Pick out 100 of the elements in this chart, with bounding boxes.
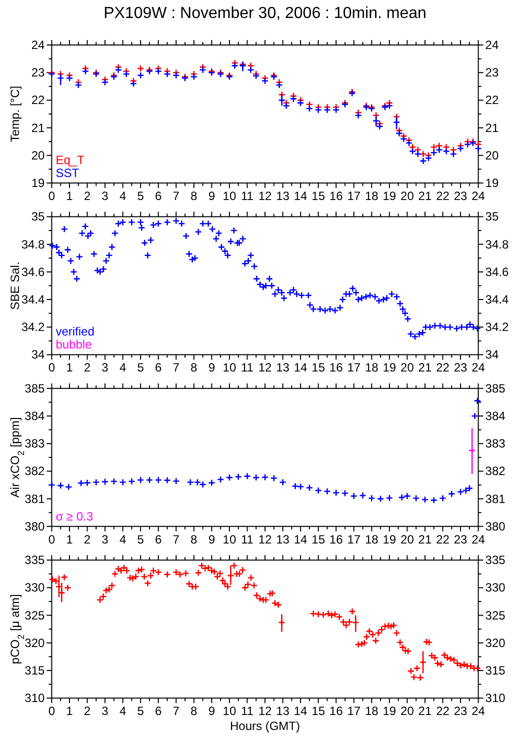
point	[208, 479, 216, 486]
y-tick-label: 35	[31, 210, 46, 224]
x-tick-label: 6	[155, 704, 162, 718]
x-tick-label: 15	[312, 532, 326, 546]
x-tick-label: 18	[364, 189, 379, 203]
x-tick-label: 3	[102, 360, 109, 375]
x-tick-label: 19	[382, 704, 396, 718]
y-tick-label: 34.8	[21, 237, 46, 252]
y2-tick-label: 310	[485, 691, 506, 706]
x-tick-label: 10	[222, 532, 236, 546]
point	[252, 474, 260, 482]
x-tick-label: 14	[294, 189, 308, 203]
y-axis-title: SBE Sal.	[8, 262, 22, 310]
x-tick-label: 20	[400, 704, 414, 718]
text: SST	[56, 166, 80, 180]
x-tick-label: 23	[454, 532, 468, 546]
point	[261, 474, 269, 481]
point	[186, 478, 194, 486]
x-tick-label: 12	[258, 532, 272, 546]
x-tick-label: 22	[436, 532, 450, 546]
point	[368, 494, 376, 502]
x-tick-label: 7	[172, 532, 180, 546]
y2-tick-label: 335	[485, 553, 506, 568]
x-tick-label: 13	[276, 360, 290, 375]
x-tick-label: 15	[312, 360, 326, 375]
x-tick-label: 7	[172, 704, 180, 718]
x-tick-label: 19	[382, 360, 396, 375]
y2-tick-label: 19	[485, 176, 499, 190]
x-tick-label: 16	[329, 189, 344, 203]
y2-tick-label: 325	[485, 608, 506, 622]
x-tick-label: 17	[347, 532, 361, 546]
y-tick-label: 315	[24, 664, 46, 678]
x-tick-label: 18	[364, 360, 379, 375]
text: Eq_T	[56, 153, 86, 167]
x-tick-label: 3	[102, 704, 109, 718]
y-tick-label: 310	[24, 691, 46, 706]
point	[110, 478, 118, 486]
point	[306, 484, 314, 492]
x-tick-label: 21	[418, 532, 432, 546]
point	[474, 397, 482, 404]
point	[136, 476, 144, 484]
y-axis-title: Temp. [°C]	[8, 86, 22, 142]
point	[56, 482, 64, 490]
x-tick-label: 17	[347, 704, 361, 718]
point	[462, 486, 470, 494]
x-tick-label: 6	[155, 189, 162, 203]
x-tick-label: 12	[258, 189, 272, 203]
x-tick-label: 1	[66, 360, 74, 375]
y2-tick-label: 384	[485, 409, 506, 423]
x-tick-label: 7	[172, 360, 180, 375]
x-tick-label: 11	[240, 704, 254, 718]
y2-tick-label: 380	[485, 519, 506, 534]
x-tick-label: 9	[208, 532, 216, 546]
x-tick-label: 8	[190, 532, 198, 546]
point	[146, 476, 154, 484]
point	[128, 478, 136, 486]
x-tick-label: 2	[84, 360, 91, 375]
x-tick-label: 4	[119, 704, 126, 718]
y-tick-label: 325	[24, 608, 46, 622]
x-tick-label: 22	[436, 704, 450, 718]
legend-label: bubble	[56, 338, 92, 352]
y-tick-label: 34.2	[21, 320, 46, 334]
point	[154, 476, 162, 484]
point	[92, 478, 100, 486]
x-tick-label: 18	[364, 532, 379, 546]
x-tick-label: 7	[172, 189, 180, 203]
y-tick-label: 34.4	[21, 292, 46, 306]
y2-tick-label: 383	[485, 436, 506, 451]
x-tick-label: 21	[418, 704, 432, 718]
x-tick-label: 0	[48, 360, 56, 375]
x-tick-label: 9	[208, 189, 216, 203]
x-tick-label: 13	[276, 189, 290, 203]
y2-tick-label: 34.4	[485, 292, 509, 306]
point	[439, 494, 446, 502]
x-tick-label: 5	[137, 704, 144, 718]
y-tick-label: 385	[24, 381, 46, 396]
x-tick-label: 24	[472, 532, 486, 546]
point	[64, 483, 72, 491]
x-tick-label: 23	[454, 360, 468, 375]
y-tick-label: 330	[24, 580, 46, 595]
x-tick-label: 20	[400, 360, 414, 375]
text: σ ≥ 0.3	[56, 509, 94, 524]
point	[468, 446, 476, 454]
y2-tick-label: 330	[485, 580, 506, 595]
x-tick-label: 5	[137, 360, 144, 375]
point	[341, 490, 349, 497]
y-tick-label: 34.6	[21, 264, 46, 279]
x-tick-label: 2	[84, 532, 91, 546]
point	[164, 476, 171, 484]
y2-tick-label: 315	[485, 664, 506, 678]
y-tick-label: 335	[24, 553, 46, 568]
point	[101, 478, 109, 486]
y2-tick-label: 23	[485, 66, 499, 80]
y2-tick-label: 34.2	[485, 320, 509, 334]
point	[471, 412, 478, 420]
x-tick-label: 17	[347, 189, 361, 203]
x-tick-label: 17	[347, 360, 361, 375]
x-tick-label: 14	[294, 532, 308, 546]
y2-tick-label: 34.8	[485, 237, 509, 252]
x-tick-label: 0	[48, 704, 56, 718]
